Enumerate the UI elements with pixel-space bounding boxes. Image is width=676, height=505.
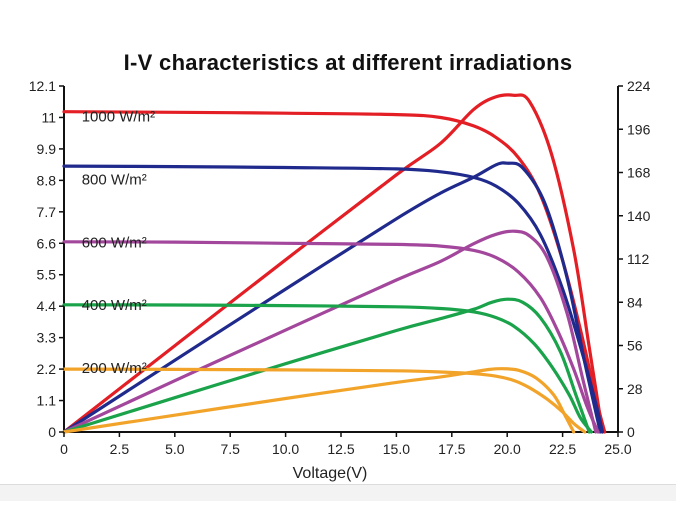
series-label-600wm2: 600 W/m² (82, 234, 147, 251)
x-tick-label: 2.5 (110, 441, 130, 457)
y2-tick-label: 140 (627, 208, 651, 224)
x-tick-label: 0 (60, 441, 68, 457)
power-curve-400wm2 (62, 297, 591, 434)
x-tick-label: 12.5 (327, 441, 354, 457)
y-tick-label: 1.1 (37, 393, 57, 409)
x-tick-label: 22.5 (549, 441, 576, 457)
bottom-strip (0, 484, 676, 501)
y-axis-left: 0 1.1 2.2 3.3 4.4 5.5 6.6 7.7 8.8 9.9 11 12.1 (29, 78, 64, 440)
series-label-1000wm2: 1000 W/m² (82, 108, 155, 125)
y2-tick-label: 56 (627, 338, 643, 354)
power-curve-1000wm2 (62, 93, 605, 434)
x-tick-label: 25.0 (604, 441, 631, 457)
series-label-400wm2: 400 W/m² (82, 297, 147, 314)
iv-curve-400wm2 (62, 303, 593, 434)
x-axis: 0 2.5 5.0 7.5 10.0 12.5 15.0 17.5 20.0 22.5 25.0 (60, 432, 632, 457)
y-tick-label: 6.6 (37, 235, 57, 251)
x-tick-label: 15.0 (383, 441, 410, 457)
iv-curve-200wm2 (62, 367, 587, 434)
series-layer (62, 93, 607, 434)
y2-tick-label: 112 (627, 251, 650, 267)
x-tick-label: 20.0 (494, 441, 521, 457)
y2-tick-label: 168 (627, 165, 651, 181)
y2-tick-label: 84 (627, 294, 643, 310)
x-tick-label: 5.0 (165, 441, 185, 457)
y2-tick-label: 224 (627, 78, 651, 94)
y-tick-label: 7.7 (37, 204, 57, 220)
power-curve-200wm2 (62, 367, 576, 434)
x-tick-label: 17.5 (438, 441, 465, 457)
y-tick-label: 9.9 (37, 141, 57, 157)
power-curve-800wm2 (62, 161, 602, 434)
y2-tick-label: 28 (627, 381, 643, 397)
y-tick-label: 8.8 (37, 172, 57, 188)
chart-title: I-V characteristics at different irradia… (124, 50, 573, 75)
y2-tick-label: 196 (627, 121, 651, 137)
x-axis-title: Voltage(V) (293, 465, 368, 482)
x-tick-label: 10.0 (272, 441, 299, 457)
x-tick-label: 7.5 (220, 441, 240, 457)
series-label-layer: 1000 W/m² 800 W/m² 600 W/m² 400 W/m² 200 W/m… (82, 108, 155, 377)
y-tick-label: 11 (41, 109, 56, 125)
iv-curve-1000wm2 (62, 110, 607, 434)
series-label-800wm2: 800 W/m² (82, 171, 147, 188)
series-label-200wm2: 200 W/m² (82, 360, 147, 377)
y-tick-label: 5.5 (37, 267, 57, 283)
y-tick-label: 2.2 (37, 361, 57, 377)
iv-curve-600wm2 (62, 240, 600, 434)
y-tick-label: 3.3 (37, 330, 57, 346)
power-curve-600wm2 (62, 229, 598, 434)
y-tick-label: 12.1 (29, 78, 56, 94)
y-tick-label: 0 (48, 424, 56, 440)
y2-tick-label: 0 (627, 424, 635, 440)
iv-curve-800wm2 (62, 164, 605, 434)
y-tick-label: 4.4 (37, 298, 57, 314)
y-axis-right: 0 28 56 84 112 140 168 196 224 (618, 78, 651, 440)
